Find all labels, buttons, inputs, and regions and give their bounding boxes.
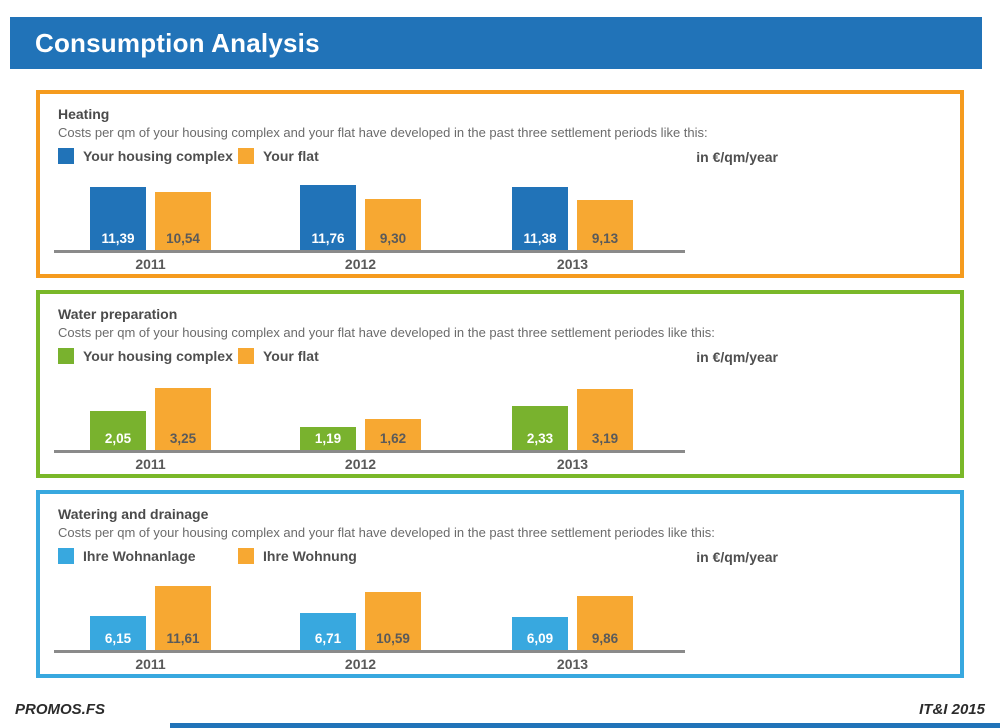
legend-swatch-icon (58, 148, 74, 164)
bar-value-label: 10,54 (166, 231, 200, 246)
legend-label: Your flat (263, 148, 319, 164)
panel-description: Costs per qm of your housing complex and… (58, 125, 708, 140)
bar: 10,59 (365, 592, 421, 650)
bar: 11,61 (155, 586, 211, 650)
bar-value-label: 6,15 (104, 631, 132, 646)
legend-item-flat: Your flat (238, 348, 319, 364)
bar-value-label: 6,71 (314, 631, 342, 646)
bar-chart-water-preparation: 2,05 3,25 2011 1,19 1,62 2012 2,33 3,19 2013 (54, 382, 685, 474)
legend-item-wohnung: Ihre Wohnung (238, 548, 357, 564)
bar: 9,86 (577, 596, 633, 650)
bar: 11,76 (300, 185, 356, 250)
bar-chart-watering-drainage: 6,15 11,61 2011 6,71 10,59 2012 6,09 9,86 2013 (54, 582, 685, 674)
bar-value-label: 10,59 (376, 631, 410, 646)
legend-label: Ihre Wohnung (263, 548, 357, 564)
bar-group-2012: 11,76 9,30 (300, 182, 421, 250)
bar-group-2012: 6,71 10,59 (300, 582, 421, 650)
bar: 3,19 (577, 389, 633, 450)
legend-item-wohnanlage: Ihre Wohnanlage (58, 548, 196, 564)
panel-water-preparation: Water preparation Costs per qm of your h… (36, 290, 964, 478)
bar-value-label: 1,62 (379, 431, 407, 446)
legend-item-flat: Your flat (238, 148, 319, 164)
legend: Your housing complex Your flat in €/qm/y… (58, 148, 960, 168)
x-axis-tick-label: 2013 (556, 656, 589, 672)
x-axis-tick-label: 2011 (135, 656, 166, 672)
bar-value-label: 11,76 (311, 231, 345, 246)
unit-label: in €/qm/year (696, 549, 778, 565)
bottom-accent-bar (170, 723, 1000, 728)
bar-group-2011: 6,15 11,61 (90, 582, 211, 650)
x-axis-tick-label: 2012 (344, 656, 377, 672)
bar: 6,71 (300, 613, 356, 650)
bar: 1,19 (300, 427, 356, 450)
panel-title: Watering and drainage (58, 506, 209, 522)
bar-value-label: 11,38 (523, 231, 557, 246)
bar: 11,39 (90, 187, 146, 250)
bar-group-2011: 11,39 10,54 (90, 182, 211, 250)
x-axis-tick-label: 2013 (556, 456, 589, 472)
panel-description: Costs per qm of your housing complex and… (58, 525, 715, 540)
bar-value-label: 11,39 (101, 231, 135, 246)
legend: Your housing complex Your flat in €/qm/y… (58, 348, 960, 368)
panel-heating: Heating Costs per qm of your housing com… (36, 90, 964, 278)
legend-item-housing-complex: Your housing complex (58, 148, 233, 164)
legend-label: Your flat (263, 348, 319, 364)
bar: 1,62 (365, 419, 421, 450)
bar-group-2012: 1,19 1,62 (300, 382, 421, 450)
header-bar: Consumption Analysis (10, 17, 982, 69)
bar-chart-heating: 11,39 10,54 2011 11,76 9,30 2012 11,38 9,13 2013 (54, 182, 685, 274)
bar-group-2013: 11,38 9,13 (512, 182, 633, 250)
unit-label: in €/qm/year (696, 149, 778, 165)
legend-item-housing-complex: Your housing complex (58, 348, 233, 364)
bar: 3,25 (155, 388, 211, 450)
legend-swatch-icon (238, 548, 254, 564)
panel-title: Heating (58, 106, 110, 122)
bar: 10,54 (155, 192, 211, 250)
legend-label: Ihre Wohnanlage (83, 548, 196, 564)
page-title: Consumption Analysis (35, 27, 320, 58)
x-axis-tick-label: 2011 (135, 256, 166, 272)
bar-group-2013: 6,09 9,86 (512, 582, 633, 650)
panel-description: Costs per qm of your housing complex and… (58, 325, 715, 340)
legend-label: Your housing complex (83, 148, 233, 164)
legend: Ihre Wohnanlage Ihre Wohnung in €/qm/yea… (58, 548, 960, 568)
unit-label: in €/qm/year (696, 349, 778, 365)
legend-swatch-icon (58, 548, 74, 564)
bar-value-label: 9,30 (379, 231, 407, 246)
bar-value-label: 6,09 (526, 631, 554, 646)
panel-title: Water preparation (58, 306, 178, 322)
x-axis-line (54, 450, 685, 453)
x-axis-tick-label: 2012 (344, 256, 377, 272)
x-axis-tick-label: 2012 (344, 456, 377, 472)
bar-value-label: 9,13 (591, 231, 619, 246)
bar: 2,33 (512, 406, 568, 450)
panel-watering-drainage: Watering and drainage Costs per qm of yo… (36, 490, 964, 678)
x-axis-line (54, 650, 685, 653)
bar: 9,13 (577, 200, 633, 250)
legend-swatch-icon (238, 148, 254, 164)
legend-swatch-icon (58, 348, 74, 364)
bar-group-2013: 2,33 3,19 (512, 382, 633, 450)
bar-value-label: 3,19 (591, 431, 619, 446)
footer-edition: IT&I 2015 (919, 701, 985, 718)
bar-value-label: 1,19 (314, 431, 342, 446)
bar-value-label: 11,61 (166, 631, 200, 646)
bar-group-2011: 2,05 3,25 (90, 382, 211, 450)
legend-swatch-icon (238, 348, 254, 364)
x-axis-tick-label: 2011 (135, 456, 166, 472)
footer-brand: PROMOS.FS (15, 701, 106, 718)
bar: 6,09 (512, 617, 568, 650)
x-axis-line (54, 250, 685, 253)
bar: 9,30 (365, 199, 421, 250)
bar: 2,05 (90, 411, 146, 450)
bar-value-label: 2,33 (526, 431, 554, 446)
x-axis-tick-label: 2013 (556, 256, 589, 272)
bar: 6,15 (90, 616, 146, 650)
bar-value-label: 9,86 (591, 631, 619, 646)
bar-value-label: 2,05 (104, 431, 132, 446)
legend-label: Your housing complex (83, 348, 233, 364)
bar-value-label: 3,25 (169, 431, 197, 446)
bar: 11,38 (512, 187, 568, 250)
